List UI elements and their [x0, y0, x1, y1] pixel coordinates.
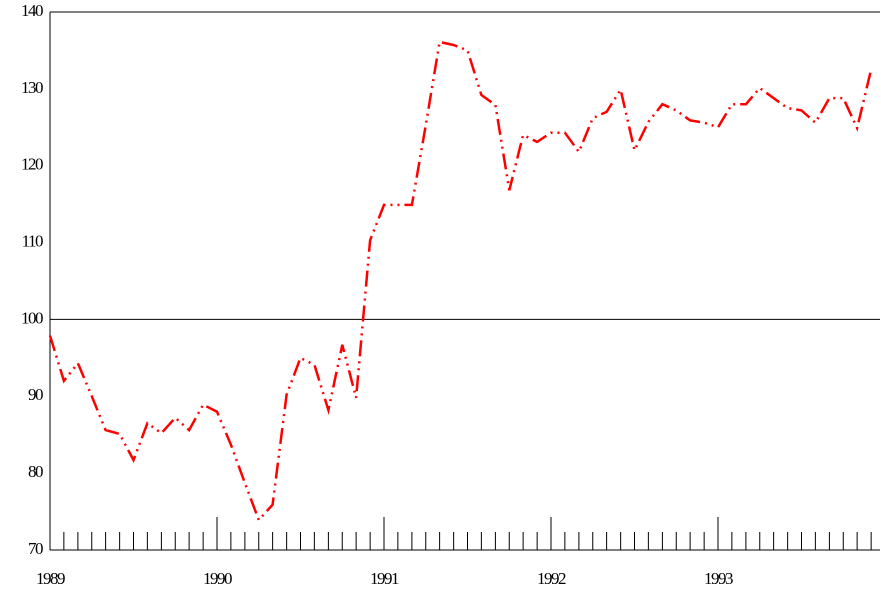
x-tick-label: 1989 — [36, 569, 65, 588]
y-tick-label: 120 — [21, 155, 43, 174]
y-tick-label: 110 — [22, 231, 43, 250]
x-tick-label: 1991 — [370, 569, 399, 588]
x-tick-label: 1992 — [537, 569, 566, 588]
y-tick-label: 80 — [28, 462, 43, 481]
y-tick-label: 140 — [21, 1, 43, 20]
y-tick-label: 90 — [28, 385, 43, 404]
x-tick-label: 1990 — [203, 569, 232, 588]
data-line — [48, 40, 873, 523]
x-tick-label: 1993 — [704, 569, 733, 588]
y-tick-label: 130 — [21, 78, 43, 97]
y-tick-label: 70 — [28, 539, 43, 558]
y-tick-label: 100 — [21, 308, 43, 327]
